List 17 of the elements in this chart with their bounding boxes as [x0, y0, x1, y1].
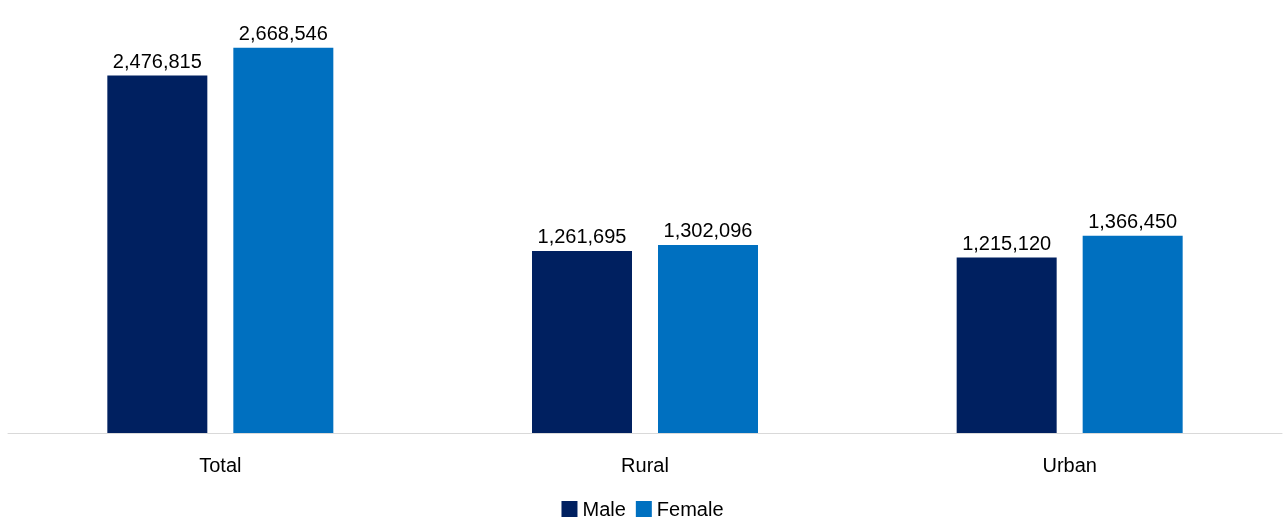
- data-label: 1,215,120: [962, 231, 1052, 254]
- bar: [107, 75, 208, 433]
- bar: [1082, 235, 1183, 433]
- bar: [956, 257, 1057, 433]
- x-tick-label: Urban: [1042, 454, 1097, 476]
- legend-label: Male: [582, 498, 626, 520]
- bar: [532, 250, 632, 433]
- data-label: 1,302,096: [663, 219, 753, 242]
- data-label: 2,476,815: [112, 49, 202, 72]
- legend-label: Female: [656, 498, 724, 520]
- x-tick-label: Rural: [621, 454, 669, 476]
- bar: [658, 245, 758, 433]
- data-label: 1,366,450: [1088, 209, 1178, 232]
- x-tick-label: Total: [199, 454, 242, 476]
- data-label: 2,668,546: [238, 21, 328, 44]
- data-label: 1,261,695: [537, 224, 627, 247]
- bar: [233, 47, 334, 433]
